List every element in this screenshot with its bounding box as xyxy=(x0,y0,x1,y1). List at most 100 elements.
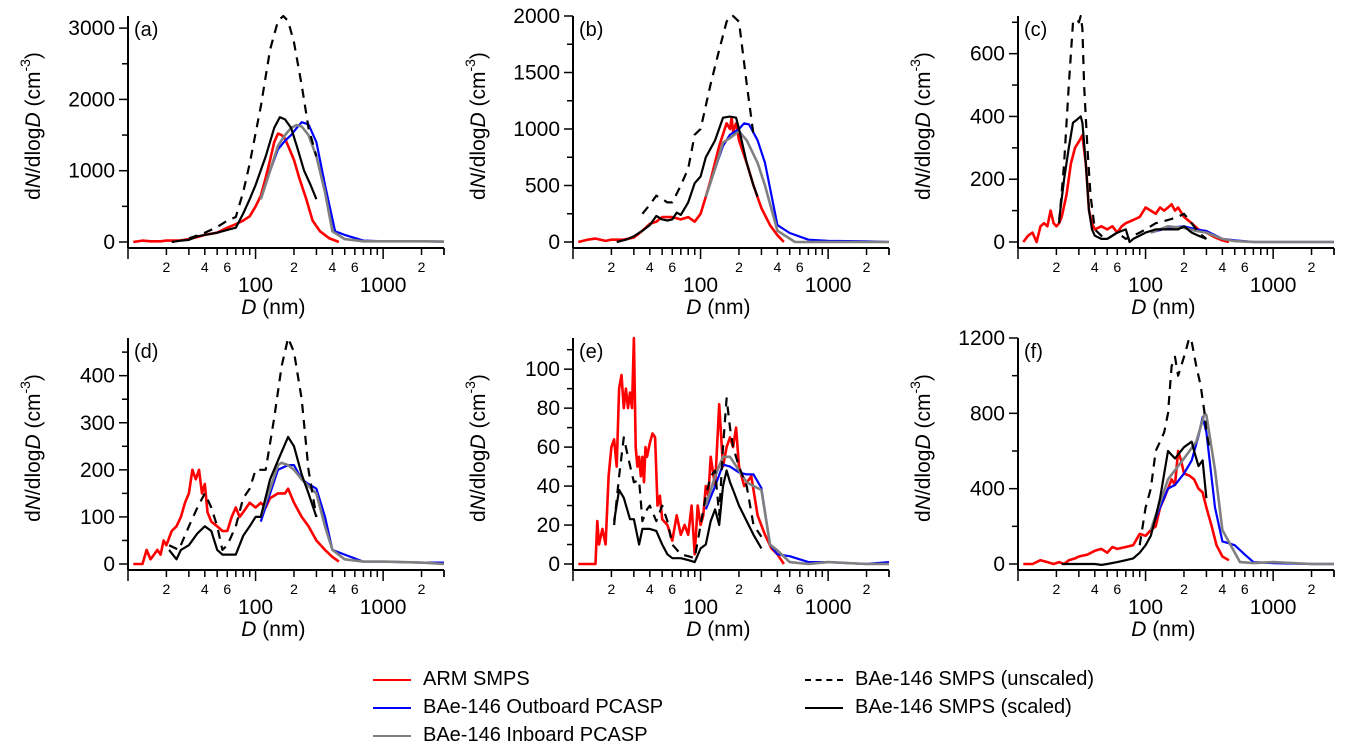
series-group xyxy=(133,14,445,244)
series-line-inboard xyxy=(704,455,889,566)
y-axis-label-part: (cm xyxy=(22,72,45,113)
x-axis-label-symbol: D xyxy=(1131,296,1146,319)
y-tick-label: 20 xyxy=(537,514,560,537)
y-axis-label-part: (cm xyxy=(912,72,935,113)
x-minor-tick-label: 6 xyxy=(223,259,231,275)
legend-swatch-smps-unscaled xyxy=(805,678,843,681)
series-line-scaled xyxy=(616,115,759,244)
x-axis-label: D (nm) xyxy=(686,296,750,319)
legend-swatch-smps-scaled xyxy=(805,706,843,709)
y-axis-label-part: /dlog xyxy=(22,450,45,496)
y-tick-label: 1000 xyxy=(513,118,560,141)
series-line-arm-smps xyxy=(578,336,785,566)
y-tick-label: 1200 xyxy=(958,327,1005,350)
legend-label: BAe-146 Outboard PCASP xyxy=(423,696,664,718)
x-minor-tick-label: 2 xyxy=(418,259,426,275)
y-axis-label: dN/dlogD (cm-3) xyxy=(462,52,490,200)
x-axis-label-unit: (nm) xyxy=(701,618,750,641)
x-minor-tick-label: 2 xyxy=(735,259,743,275)
x-axis-label-unit: (nm) xyxy=(256,618,305,641)
x-minor-tick-label: 4 xyxy=(646,581,654,597)
y-axis-label-part: D xyxy=(22,434,45,449)
x-axis-label: D (nm) xyxy=(241,296,305,319)
x-major-tick-label: 1000 xyxy=(805,596,852,619)
x-axis-label-symbol: D xyxy=(686,296,701,319)
panel-label: (b) xyxy=(579,19,603,41)
y-axis-label-part: (cm xyxy=(22,394,45,435)
series-line-scaled xyxy=(168,435,318,561)
y-tick-label: 40 xyxy=(537,475,560,498)
legend-item-arm-smps: ARM SMPS xyxy=(373,668,530,691)
series-line-inboard xyxy=(259,123,445,243)
y-axis-label-part: ) xyxy=(467,374,490,381)
y-tick-label: 0 xyxy=(993,231,1005,254)
x-minor-tick-label: 4 xyxy=(773,581,781,597)
y-axis-label: dN/dlogD (cm-3) xyxy=(17,374,45,522)
x-minor-tick-label: 6 xyxy=(796,259,804,275)
y-tick-label: 400 xyxy=(80,365,115,388)
x-axis-label: D (nm) xyxy=(241,618,305,641)
x-axis-label: D (nm) xyxy=(1131,618,1195,641)
series-line-inboard xyxy=(259,461,445,566)
y-axis-label-part: -3 xyxy=(462,381,478,394)
series-line-unscaled xyxy=(188,14,318,240)
y-axis-label-part: -3 xyxy=(907,59,923,72)
y-axis-label-part: /dlog xyxy=(467,450,490,496)
x-minor-tick-label: 2 xyxy=(863,259,871,275)
y-axis-label-part: N xyxy=(22,172,45,188)
x-minor-tick-label: 4 xyxy=(1091,259,1099,275)
series-line-scaled xyxy=(171,116,318,244)
x-minor-tick-label: 6 xyxy=(1241,259,1249,275)
y-tick-label: 2000 xyxy=(513,5,560,28)
x-minor-tick-label: 2 xyxy=(608,581,616,597)
series-line-inboard xyxy=(704,130,889,244)
y-axis-label-part: -3 xyxy=(17,381,33,394)
y-axis-label: dN/dlogD (cm-3) xyxy=(17,52,45,200)
x-major-tick-label: 100 xyxy=(683,274,718,297)
x-major-tick-label: 1000 xyxy=(1250,274,1297,297)
y-tick-label: 800 xyxy=(970,402,1005,425)
y-axis-label-part: d xyxy=(467,188,490,200)
x-major-tick-label: 1000 xyxy=(1250,596,1297,619)
legend-label: BAe-146 SMPS (scaled) xyxy=(855,696,1072,718)
y-tick-label: 3000 xyxy=(68,17,115,40)
y-axis-label-part: ) xyxy=(22,374,45,381)
y-axis-label-part: (cm xyxy=(912,394,935,435)
y-tick-label: 80 xyxy=(537,397,560,420)
x-minor-tick-label: 2 xyxy=(1053,259,1061,275)
x-minor-tick-label: 2 xyxy=(290,259,298,275)
series-line-outboard xyxy=(259,464,444,564)
y-tick-label: 2000 xyxy=(68,88,115,111)
legend-label: ARM SMPS xyxy=(423,668,530,690)
legend-swatch-arm-smps xyxy=(373,678,411,681)
series-line-unscaled xyxy=(168,336,318,552)
legend-item-smps-scaled: BAe-146 SMPS (scaled) xyxy=(805,696,1072,719)
x-minor-tick-label: 6 xyxy=(1241,581,1249,597)
y-axis-label-part: N xyxy=(912,494,935,510)
series-line-outboard xyxy=(704,122,890,244)
panel-label: (c) xyxy=(1024,19,1047,41)
y-tick-label: 400 xyxy=(970,478,1005,501)
series-line-unscaled xyxy=(1058,14,1208,240)
x-minor-tick-label: 6 xyxy=(668,259,676,275)
y-axis-label-part: D xyxy=(912,434,935,449)
series-line-unscaled xyxy=(641,14,755,215)
x-minor-tick-label: 4 xyxy=(773,259,781,275)
y-tick-label: 400 xyxy=(970,105,1005,128)
x-axis-label-symbol: D xyxy=(241,296,256,319)
y-tick-label: 1000 xyxy=(68,160,115,183)
x-minor-tick-label: 6 xyxy=(223,581,231,597)
y-axis-label: dN/dlogD (cm-3) xyxy=(907,374,935,522)
x-major-tick-label: 100 xyxy=(1128,274,1163,297)
x-axis-label-symbol: D xyxy=(1131,618,1146,641)
legend-item-inboard-pcasp: BAe-146 Inboard PCASP xyxy=(373,724,648,747)
series-line-scaled xyxy=(613,469,763,564)
y-axis-label-part: d xyxy=(912,188,935,200)
panel-label: (a) xyxy=(134,19,158,41)
x-minor-tick-label: 2 xyxy=(1308,259,1316,275)
y-axis-label-part: N xyxy=(467,172,490,188)
